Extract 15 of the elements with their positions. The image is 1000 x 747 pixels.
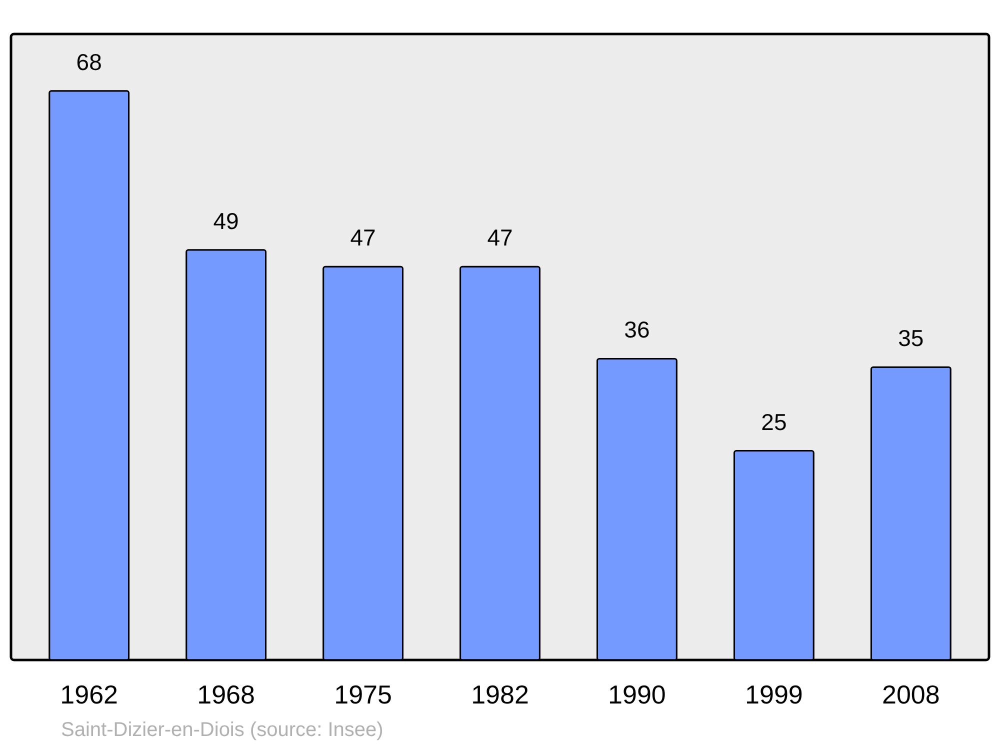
data-label: 25 [761, 408, 787, 435]
text: Saint-Dizier-en-Diois (source: Insee) [61, 719, 384, 741]
x-tick-label: 1999 [745, 680, 803, 710]
x-tick-label: 2008 [882, 680, 940, 710]
data-label: 68 [76, 48, 102, 75]
data-label: 47 [350, 224, 376, 251]
data-label: 35 [898, 325, 924, 352]
x-tick-label: 1968 [197, 680, 255, 710]
data-label: 36 [624, 316, 650, 343]
data-label: 47 [487, 224, 513, 251]
x-tick-label: 1975 [334, 680, 392, 710]
x-tick-label: 1982 [471, 680, 529, 710]
data-label: 49 [213, 208, 239, 234]
x-tick-label: 1962 [60, 680, 118, 710]
x-tick-label: 1990 [608, 680, 666, 710]
